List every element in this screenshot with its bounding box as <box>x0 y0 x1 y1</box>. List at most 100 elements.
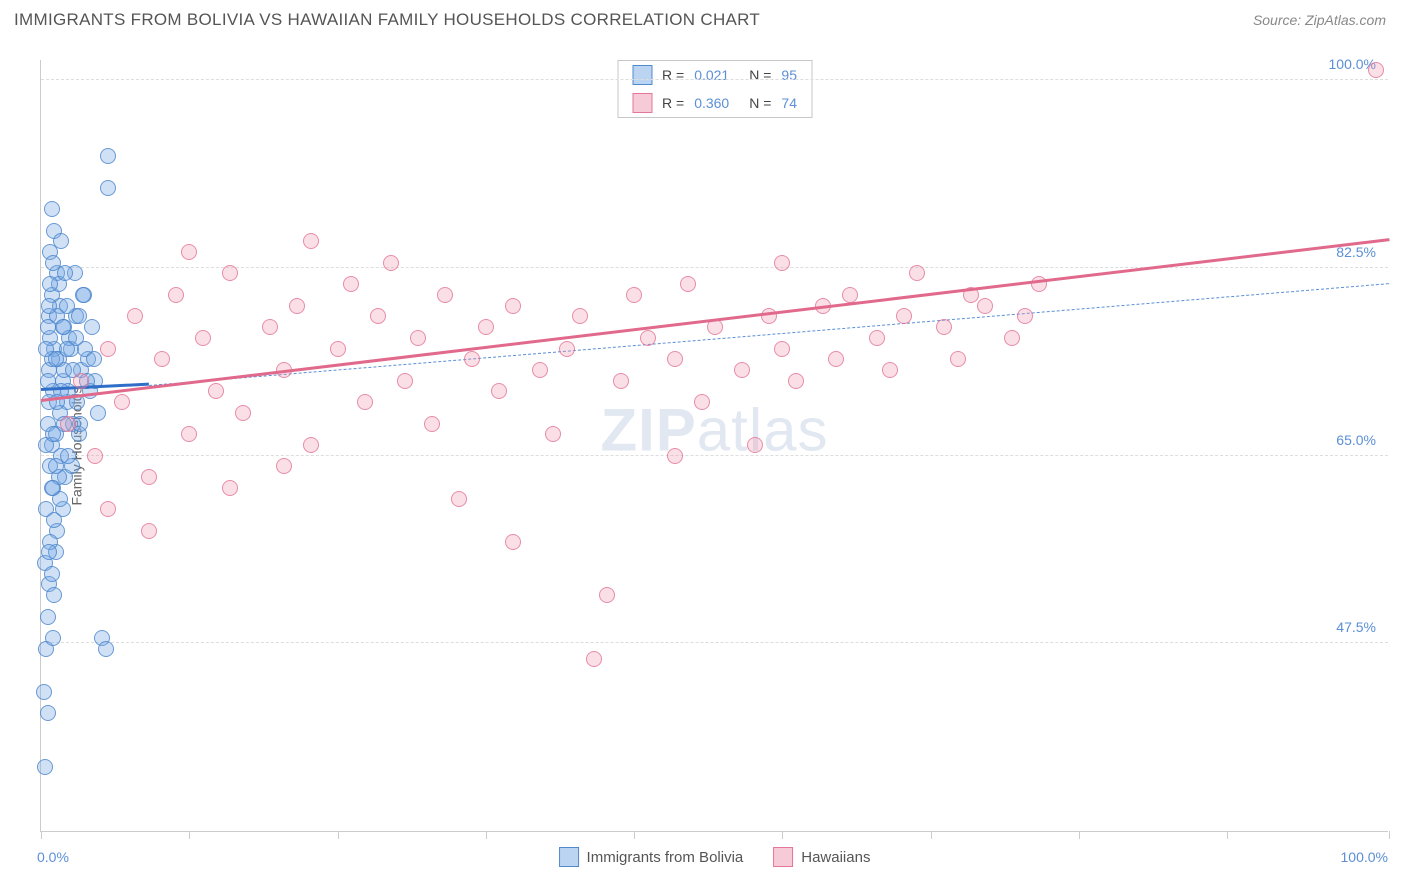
legend-n-label: N = <box>749 67 771 83</box>
legend-series: Immigrants from Bolivia Hawaiians <box>559 847 871 867</box>
gridline-horizontal <box>41 79 1388 80</box>
legend-row: R =0.360N =74 <box>618 89 811 117</box>
x-tick <box>1227 831 1228 839</box>
data-point-bolivia <box>100 148 116 164</box>
data-point-bolivia <box>90 405 106 421</box>
data-point-hawaiians <box>464 351 480 367</box>
data-point-hawaiians <box>222 480 238 496</box>
data-point-hawaiians <box>505 534 521 550</box>
data-point-bolivia <box>71 308 87 324</box>
data-point-hawaiians <box>828 351 844 367</box>
data-point-bolivia <box>84 319 100 335</box>
legend-swatch <box>632 65 652 85</box>
data-point-bolivia <box>44 480 60 496</box>
data-point-hawaiians <box>532 362 548 378</box>
data-point-hawaiians <box>734 362 750 378</box>
data-point-hawaiians <box>60 416 76 432</box>
data-point-hawaiians <box>303 437 319 453</box>
data-point-hawaiians <box>181 244 197 260</box>
data-point-hawaiians <box>478 319 494 335</box>
data-point-hawaiians <box>788 373 804 389</box>
data-point-bolivia <box>46 512 62 528</box>
data-point-hawaiians <box>397 373 413 389</box>
data-point-hawaiians <box>410 330 426 346</box>
data-point-hawaiians <box>936 319 952 335</box>
data-point-hawaiians <box>882 362 898 378</box>
data-point-bolivia <box>86 351 102 367</box>
data-point-bolivia <box>46 587 62 603</box>
y-tick-label: 65.0% <box>1336 432 1376 448</box>
data-point-hawaiians <box>896 308 912 324</box>
data-point-bolivia <box>40 319 56 335</box>
data-point-hawaiians <box>599 587 615 603</box>
plot-area: Family Households ZIPatlas 0.0% 100.0% R… <box>40 60 1388 832</box>
data-point-hawaiians <box>114 394 130 410</box>
data-point-hawaiians <box>303 233 319 249</box>
data-point-bolivia <box>98 641 114 657</box>
data-point-bolivia <box>41 298 57 314</box>
x-tick <box>634 831 635 839</box>
data-point-hawaiians <box>168 287 184 303</box>
data-point-bolivia <box>100 180 116 196</box>
data-point-hawaiians <box>667 448 683 464</box>
data-point-bolivia <box>40 373 56 389</box>
data-point-bolivia <box>59 341 75 357</box>
data-point-hawaiians <box>383 255 399 271</box>
data-point-bolivia <box>41 544 57 560</box>
legend-swatch <box>559 847 579 867</box>
data-point-hawaiians <box>505 298 521 314</box>
x-tick <box>486 831 487 839</box>
data-point-hawaiians <box>289 298 305 314</box>
data-point-bolivia <box>45 630 61 646</box>
gridline-horizontal <box>41 455 1388 456</box>
data-point-hawaiians <box>747 437 763 453</box>
legend-item: Immigrants from Bolivia <box>559 847 744 867</box>
legend-label: Hawaiians <box>801 849 870 866</box>
data-point-bolivia <box>40 609 56 625</box>
data-point-hawaiians <box>208 383 224 399</box>
data-point-hawaiians <box>842 287 858 303</box>
y-tick-label: 47.5% <box>1336 619 1376 635</box>
data-point-hawaiians <box>437 287 453 303</box>
data-point-hawaiians <box>370 308 386 324</box>
data-point-hawaiians <box>127 308 143 324</box>
data-point-hawaiians <box>357 394 373 410</box>
data-point-hawaiians <box>909 265 925 281</box>
data-point-hawaiians <box>694 394 710 410</box>
x-tick <box>931 831 932 839</box>
legend-n-value: 74 <box>781 95 797 111</box>
data-point-hawaiians <box>262 319 278 335</box>
data-point-bolivia <box>44 201 60 217</box>
data-point-hawaiians <box>181 426 197 442</box>
chart-header: IMMIGRANTS FROM BOLIVIA VS HAWAIIAN FAMI… <box>0 0 1406 36</box>
data-point-bolivia <box>48 458 64 474</box>
data-point-bolivia <box>57 265 73 281</box>
data-point-hawaiians <box>950 351 966 367</box>
watermark-rest: atlas <box>697 397 829 464</box>
data-point-hawaiians <box>977 298 993 314</box>
data-point-hawaiians <box>100 501 116 517</box>
legend-correlation: R =0.021N =95R =0.360N =74 <box>617 60 812 118</box>
data-point-hawaiians <box>235 405 251 421</box>
data-point-hawaiians <box>667 351 683 367</box>
x-tick <box>338 831 339 839</box>
data-point-hawaiians <box>491 383 507 399</box>
data-point-hawaiians <box>680 276 696 292</box>
x-tick <box>782 831 783 839</box>
chart-title: IMMIGRANTS FROM BOLIVIA VS HAWAIIAN FAMI… <box>14 10 760 30</box>
data-point-hawaiians <box>73 373 89 389</box>
data-point-bolivia <box>37 759 53 775</box>
regression-line <box>149 283 1389 386</box>
x-label-max: 100.0% <box>1341 849 1388 865</box>
data-point-hawaiians <box>451 491 467 507</box>
legend-swatch <box>773 847 793 867</box>
data-point-hawaiians <box>100 341 116 357</box>
data-point-hawaiians <box>222 265 238 281</box>
data-point-hawaiians <box>343 276 359 292</box>
data-point-hawaiians <box>572 308 588 324</box>
data-point-hawaiians <box>1017 308 1033 324</box>
data-point-hawaiians <box>559 341 575 357</box>
chart-source: Source: ZipAtlas.com <box>1253 12 1386 28</box>
data-point-hawaiians <box>586 651 602 667</box>
data-point-hawaiians <box>141 469 157 485</box>
